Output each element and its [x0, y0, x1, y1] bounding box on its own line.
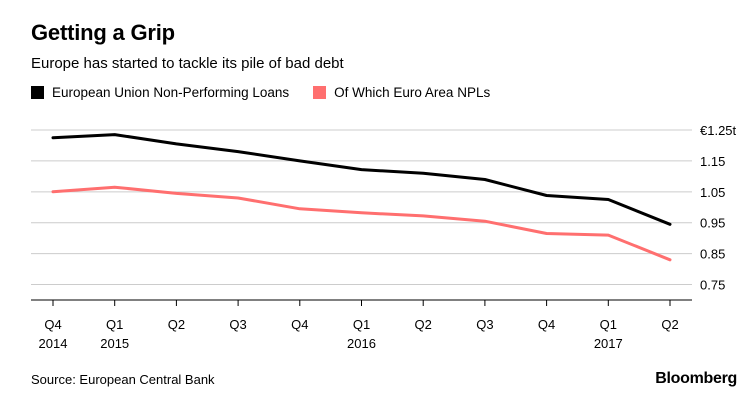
x-tick-label: Q1: [106, 317, 123, 332]
x-tick-label: Q3: [476, 317, 493, 332]
chart-subtitle: Europe has started to tackle its pile of…: [31, 55, 344, 72]
x-tick-label: Q2: [661, 317, 678, 332]
x-tick-label: 2014: [39, 336, 68, 351]
y-tick-label: 0.75: [700, 278, 725, 293]
y-tick-label: 0.85: [700, 247, 725, 262]
y-tick-label: 1.05: [700, 185, 725, 200]
x-tick-label: Q4: [291, 317, 308, 332]
chart-title: Getting a Grip: [31, 20, 175, 45]
y-tick-label: 1.15: [700, 154, 725, 169]
x-tick-label: Q1: [600, 317, 617, 332]
series-line-euro-area: [51, 185, 672, 262]
legend-label-eu: European Union Non-Performing Loans: [52, 85, 290, 100]
x-tick-label: Q4: [44, 317, 61, 332]
x-tick-label: 2017: [594, 336, 623, 351]
legend-swatch-euro-area: [313, 86, 327, 99]
x-tick-label: Q3: [229, 317, 246, 332]
bloomberg-logo: Bloomberg: [655, 370, 737, 387]
x-tick-label: 2015: [100, 336, 129, 351]
y-tick-label: 0.95: [700, 216, 725, 231]
source-note: Source: European Central Bank: [31, 372, 215, 387]
x-tick-label: Q4: [538, 317, 555, 332]
series-line-eu: [51, 133, 672, 226]
x-tick-label: Q2: [415, 317, 432, 332]
legend-item-eu: European Union Non-Performing Loans: [31, 85, 289, 100]
legend: European Union Non-Performing Loans Of W…: [31, 85, 514, 100]
legend-swatch-eu: [31, 86, 44, 99]
y-tick-label: €1.25t: [700, 123, 737, 138]
legend-item-euro-area: Of Which Euro Area NPLs: [313, 85, 490, 100]
x-tick-label: Q1: [353, 317, 370, 332]
legend-label-euro-area: Of Which Euro Area NPLs: [334, 85, 491, 100]
x-tick-label: 2016: [347, 336, 376, 351]
x-tick-label: Q2: [168, 317, 185, 332]
